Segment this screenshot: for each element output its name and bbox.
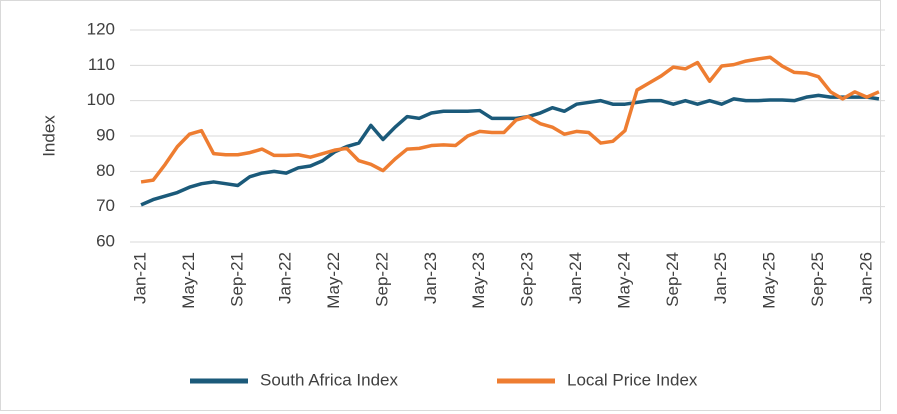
x-tick-label: May-22 (324, 252, 343, 309)
x-tick-label: Sep-21 (227, 252, 246, 307)
x-tick-label: May-23 (469, 252, 488, 309)
x-tick-label: Sep-23 (518, 252, 537, 307)
legend-label: South Africa Index (260, 370, 398, 389)
y-tick-label: 120 (87, 19, 115, 38)
y-axis-label: Index (39, 115, 58, 157)
x-tick-label: Jan-23 (421, 252, 440, 304)
x-tick-label: Jan-22 (276, 252, 295, 304)
y-tick-label: 90 (96, 125, 115, 144)
x-tick-label: May-25 (760, 252, 779, 309)
x-tick-label: Jan-26 (856, 252, 875, 304)
x-tick-label: Jan-21 (131, 252, 150, 304)
legend-label: Local Price Index (567, 370, 698, 389)
x-tick-label: Jan-25 (711, 252, 730, 304)
y-tick-label: 110 (88, 55, 115, 74)
y-tick-label: 70 (96, 196, 115, 215)
y-tick-label: 100 (87, 90, 115, 109)
data-line (140, 55, 880, 184)
y-tick-label: 60 (96, 231, 115, 250)
x-tick-label: Jan-24 (566, 252, 585, 304)
x-tick-label: May-24 (614, 252, 633, 309)
y-tick-label: 80 (96, 161, 115, 180)
x-tick-label: May-21 (179, 252, 198, 309)
chart-border (0, 0, 881, 411)
x-tick-label: Sep-24 (663, 252, 682, 307)
x-tick-label: Sep-22 (372, 252, 391, 307)
x-tick-label: Sep-25 (808, 252, 827, 307)
data-line (140, 93, 880, 207)
